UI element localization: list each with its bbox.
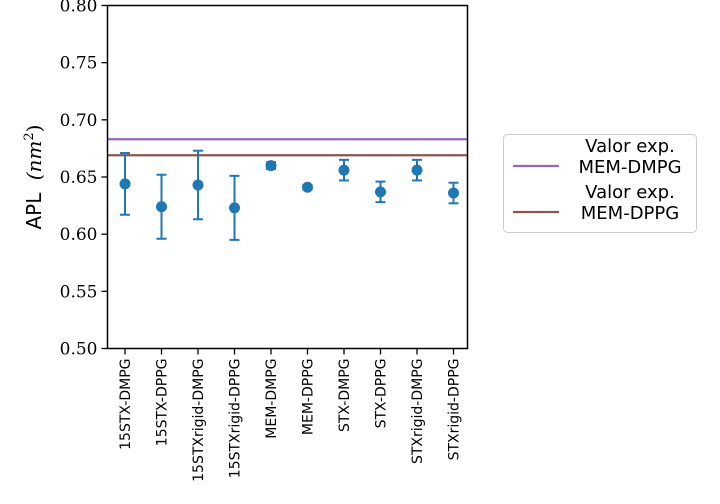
data-point-6 xyxy=(338,158,350,182)
x-tick-label: 15STXrigid-DMPG xyxy=(191,359,207,482)
x-tick-label: 15STXrigid-DPPG xyxy=(228,359,244,479)
legend-label-line1: Valor exp. xyxy=(585,182,675,203)
y-tick-label: 0.50 xyxy=(60,340,98,360)
legend-item-1: Valor exp.MEM-DPPG xyxy=(513,182,679,224)
y-axis-label-unit-close: ) xyxy=(22,125,46,133)
x-tick-label: MEM-DPPG xyxy=(301,359,317,436)
y-tick-label: 0.65 xyxy=(60,168,98,188)
x-tick-label: MEM-DMPG xyxy=(264,359,280,439)
data-point-4 xyxy=(265,160,277,172)
y-axis-label: APL (nm2) xyxy=(22,125,46,230)
x-tick-label: STXrigid-DMPG xyxy=(410,359,426,465)
marker xyxy=(156,201,167,213)
data-point-0 xyxy=(119,151,131,216)
y-axis-ticks: 0.50 0.55 0.60 0.65 0.70 0.75 0.80 xyxy=(60,0,108,360)
data-point-5 xyxy=(302,181,313,193)
marker xyxy=(229,202,240,214)
marker xyxy=(265,160,277,172)
marker xyxy=(411,164,423,176)
x-tick-label: 15STX-DPPG xyxy=(155,359,171,447)
marker xyxy=(375,186,386,198)
x-tick-label: 15STX-DMPG xyxy=(118,359,134,450)
data-points xyxy=(119,149,459,241)
data-point-3 xyxy=(229,174,240,241)
legend-label-line2: MEM-DMPG xyxy=(578,157,681,178)
legend-label-line2: MEM-DPPG xyxy=(581,203,679,224)
reference-lines xyxy=(107,138,468,157)
legend-item-0: Valor exp.MEM-DMPG xyxy=(513,136,682,178)
data-point-7 xyxy=(375,180,386,204)
y-tick-label: 0.80 xyxy=(60,0,98,17)
y-tick-label: 0.55 xyxy=(60,282,98,302)
legend-frame xyxy=(503,134,697,233)
legend-label-line1: Valor exp. xyxy=(585,136,675,157)
x-axis-ticks: 15STX-DMPG 15STX-DPPG 15STXrigid-DMPG 15STX… xyxy=(118,348,463,482)
marker xyxy=(302,181,313,193)
y-tick-label: 0.75 xyxy=(60,54,98,74)
data-point-8 xyxy=(411,158,423,182)
y-axis-label-unit: (nm xyxy=(22,141,46,181)
y-tick-label: 0.70 xyxy=(60,111,98,131)
marker xyxy=(448,187,459,199)
marker xyxy=(119,178,131,190)
data-point-2 xyxy=(192,149,204,221)
y-tick-label: 0.60 xyxy=(60,225,98,245)
data-point-1 xyxy=(156,173,167,240)
data-point-9 xyxy=(448,181,459,205)
x-tick-label: STXrigid-DPPG xyxy=(447,359,463,461)
marker xyxy=(192,179,204,191)
x-tick-label: STX-DMPG xyxy=(337,359,353,433)
y-axis-label-unit-exp: 2 xyxy=(22,132,37,140)
x-tick-label: STX-DPPG xyxy=(374,359,390,429)
marker xyxy=(338,164,350,176)
y-axis-label-prefix: APL xyxy=(22,192,46,230)
